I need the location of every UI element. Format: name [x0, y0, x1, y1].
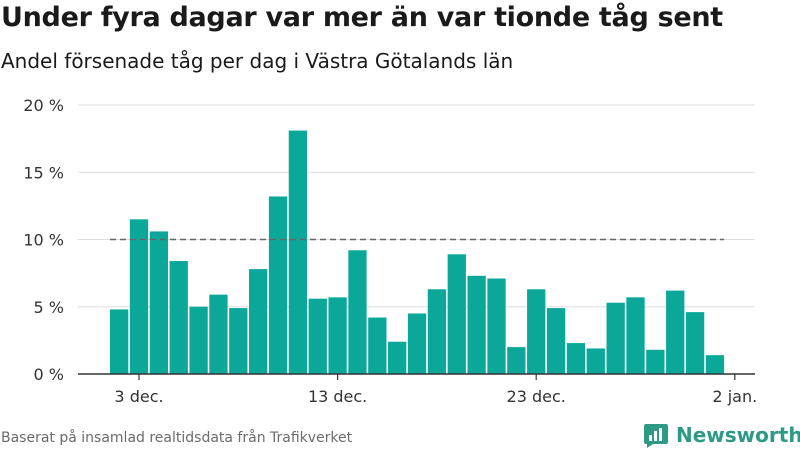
source-note: Baserat på insamlad realtidsdata från Tr… — [1, 430, 353, 446]
x-tick-label: 13 dec. — [308, 387, 367, 406]
bar — [586, 348, 605, 374]
brand-name: Newsworthy — [676, 423, 800, 447]
bar — [566, 343, 586, 374]
bar — [487, 278, 506, 374]
y-tick-label: 20 % — [23, 96, 64, 115]
bar — [368, 317, 387, 374]
bar — [209, 294, 228, 374]
x-tick-label: 3 dec. — [114, 387, 163, 406]
bar — [189, 306, 208, 374]
chart-subtitle: Andel försenade tåg per dag i Västra Göt… — [1, 49, 514, 73]
brand: Newsworthy — [643, 420, 800, 450]
y-tick-label: 15 % — [23, 163, 64, 182]
bar — [149, 231, 169, 374]
bar — [129, 219, 149, 374]
bar — [507, 347, 526, 374]
bar — [467, 275, 486, 374]
bar — [169, 261, 188, 374]
x-tick-label: 2 jan. — [712, 387, 757, 406]
bar — [388, 341, 407, 374]
bar — [666, 290, 685, 374]
chart-title: Under fyra dagar var mer än var tionde t… — [1, 2, 723, 33]
bar — [705, 355, 725, 374]
bar — [229, 308, 248, 374]
bar — [268, 196, 288, 374]
newsworthy-logo-icon — [644, 424, 668, 448]
bars — [110, 130, 725, 374]
axes: 0 % 5 % 10 % 15 % 20 % 3 dec. 13 dec. 23 dec. 2 … — [23, 96, 757, 406]
bar — [527, 289, 546, 374]
y-tick-label: 0 % — [34, 365, 64, 384]
y-tick-label: 5 % — [34, 298, 64, 317]
bar — [407, 313, 427, 374]
bar — [249, 269, 268, 374]
y-tick-label: 10 % — [23, 231, 64, 250]
bar — [646, 349, 665, 374]
bar — [328, 297, 347, 374]
bar — [288, 130, 308, 374]
bar — [110, 309, 129, 374]
bar — [606, 302, 625, 374]
bar — [348, 250, 367, 374]
bar — [427, 289, 447, 374]
bar — [626, 297, 645, 374]
x-tick-label: 23 dec. — [507, 387, 566, 406]
bar — [308, 298, 327, 374]
bar — [546, 308, 566, 374]
bar — [685, 312, 705, 374]
bar — [447, 254, 466, 374]
